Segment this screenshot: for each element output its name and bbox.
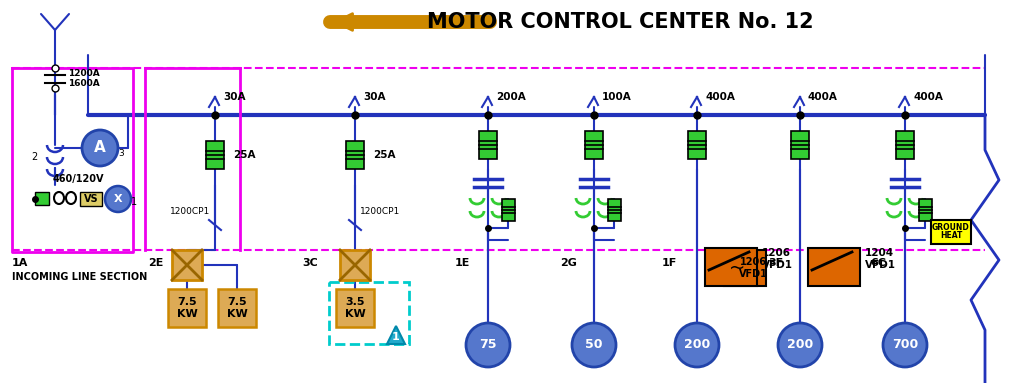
Circle shape (572, 323, 616, 367)
Text: 200: 200 (786, 339, 813, 352)
Text: ~: ~ (729, 259, 745, 278)
Text: 1: 1 (131, 197, 137, 207)
Bar (346, 141, 364, 169)
Bar (206, 141, 224, 169)
Text: ~: ~ (725, 249, 741, 268)
Text: VFD1: VFD1 (865, 260, 896, 270)
Text: 400A: 400A (705, 92, 735, 102)
Text: 700: 700 (892, 339, 919, 352)
Text: 3.5
KW: 3.5 KW (345, 297, 366, 319)
Bar (35, 192, 49, 205)
Text: 6C: 6C (870, 258, 886, 268)
Bar (479, 131, 497, 159)
Bar (172, 250, 202, 280)
Bar (168, 289, 206, 327)
Text: 30A: 30A (362, 92, 385, 102)
Text: 1206: 1206 (762, 248, 791, 258)
Text: 400A: 400A (808, 92, 838, 102)
Bar (791, 131, 809, 159)
Circle shape (675, 323, 719, 367)
Text: 1600A: 1600A (68, 79, 99, 87)
Text: INCOMING LINE SECTION: INCOMING LINE SECTION (12, 272, 147, 282)
Text: 50: 50 (586, 339, 603, 352)
Bar (688, 131, 706, 159)
Text: 100A: 100A (602, 92, 632, 102)
Text: 3C: 3C (302, 258, 317, 268)
Text: 25A: 25A (373, 150, 395, 160)
Text: 1204: 1204 (865, 248, 894, 258)
Bar (329, 282, 409, 344)
Text: X: X (114, 194, 122, 204)
Circle shape (105, 186, 131, 212)
Text: 75: 75 (479, 339, 497, 352)
Text: 25A: 25A (233, 150, 256, 160)
Circle shape (778, 323, 822, 367)
Text: 1A: 1A (12, 258, 29, 268)
Text: VFD1: VFD1 (762, 260, 793, 270)
Bar (896, 131, 914, 159)
Bar (705, 248, 757, 286)
Text: VS: VS (84, 194, 98, 204)
Bar (607, 199, 621, 221)
Text: 1E: 1E (455, 258, 470, 268)
Text: MOTOR CONTROL CENTER No. 12: MOTOR CONTROL CENTER No. 12 (427, 12, 813, 32)
Text: VFD1: VFD1 (738, 269, 767, 279)
Circle shape (82, 130, 118, 166)
Text: 2: 2 (31, 152, 37, 162)
Text: 200A: 200A (496, 92, 525, 102)
Bar (919, 199, 932, 221)
Text: 1200CP1: 1200CP1 (360, 207, 400, 216)
Polygon shape (387, 326, 406, 344)
Bar (808, 248, 860, 286)
Text: 400A: 400A (913, 92, 943, 102)
Bar (585, 131, 603, 159)
Text: 1: 1 (392, 332, 400, 342)
Bar (336, 289, 374, 327)
Text: A: A (94, 141, 105, 155)
Text: 1F: 1F (662, 258, 677, 268)
Bar (931, 220, 971, 244)
Text: 7.5
KW: 7.5 KW (176, 297, 198, 319)
Text: GROUND: GROUND (932, 224, 970, 232)
Text: 460/120V: 460/120V (53, 174, 104, 184)
Bar (724, 250, 766, 286)
Text: 1200CP1: 1200CP1 (170, 207, 210, 216)
Circle shape (466, 323, 510, 367)
Bar (218, 289, 256, 327)
Text: 1206: 1206 (739, 257, 767, 267)
Bar (502, 199, 514, 221)
Bar (80, 192, 102, 206)
Text: 3: 3 (118, 149, 124, 158)
Text: 30A: 30A (223, 92, 246, 102)
Text: 3F: 3F (768, 258, 783, 268)
Bar (340, 250, 370, 280)
Text: 7.5
KW: 7.5 KW (226, 297, 248, 319)
Text: 1200A: 1200A (68, 69, 99, 77)
Text: 200: 200 (684, 339, 710, 352)
Circle shape (883, 323, 927, 367)
Text: 2G: 2G (560, 258, 577, 268)
Text: HEAT: HEAT (940, 231, 963, 241)
Text: 2E: 2E (148, 258, 164, 268)
